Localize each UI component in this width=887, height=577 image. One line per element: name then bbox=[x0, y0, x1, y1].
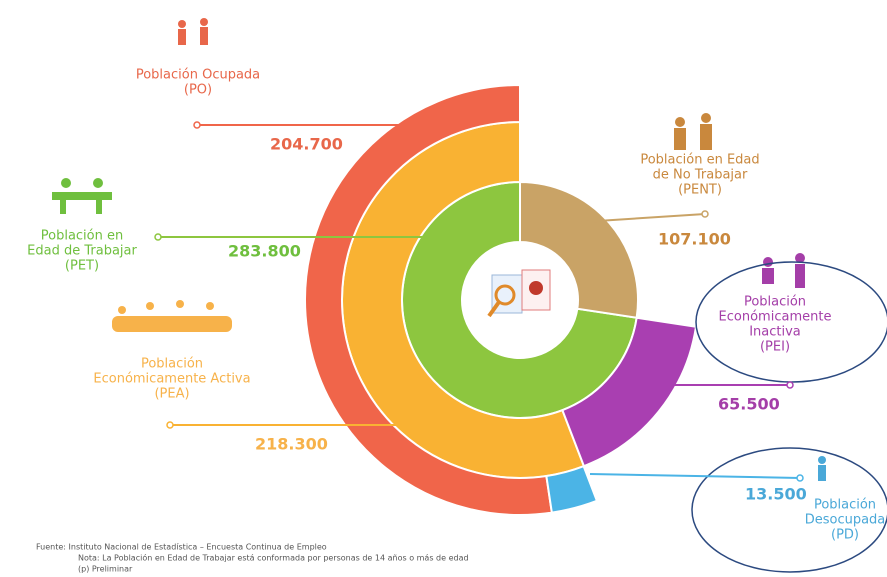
leader-dot bbox=[701, 210, 709, 218]
segment-name: Población bbox=[814, 498, 876, 513]
value-label: 283.800 bbox=[228, 242, 301, 261]
center-icon bbox=[487, 269, 551, 318]
segment-name: Económicamente bbox=[719, 310, 832, 325]
source: Fuente: Instituto Nacional de Estadístic… bbox=[36, 543, 327, 552]
segment-name: Población Ocupada bbox=[136, 68, 260, 83]
leader-line bbox=[581, 213, 706, 223]
value-label: 218.300 bbox=[255, 435, 328, 454]
segment-name: Inactiva bbox=[749, 325, 801, 340]
segment-name: (PEA) bbox=[154, 387, 189, 402]
value-label: 13.500 bbox=[745, 485, 807, 504]
note: (p) Preliminar bbox=[78, 565, 133, 574]
leader-dot bbox=[166, 421, 174, 429]
segment-name: Población en bbox=[41, 229, 123, 244]
leader-dot bbox=[193, 121, 201, 129]
value-label: 107.100 bbox=[658, 230, 731, 249]
value-label: 65.500 bbox=[718, 395, 780, 414]
segment-name: Económicamente Activa bbox=[93, 372, 250, 387]
value-label: 204.700 bbox=[270, 135, 343, 154]
leader-dot bbox=[786, 381, 794, 389]
segment-name: (PO) bbox=[184, 83, 212, 98]
segment-name: Edad de Trabajar bbox=[27, 244, 137, 259]
note: Nota: La Población en Edad de Trabajar e… bbox=[78, 553, 469, 563]
segment-name: de No Trabajar bbox=[653, 168, 748, 183]
highlight-circle bbox=[691, 447, 887, 573]
rings bbox=[304, 83, 698, 516]
icons bbox=[52, 18, 826, 481]
segment-name: (PEI) bbox=[760, 340, 790, 355]
ring-segment bbox=[519, 180, 639, 319]
segment-name: (PD) bbox=[831, 528, 859, 543]
ring-segment bbox=[304, 83, 553, 516]
segment-name: (PENT) bbox=[678, 183, 722, 198]
segment-name: Población bbox=[141, 357, 203, 372]
ring-segment bbox=[545, 464, 599, 514]
leader-line bbox=[589, 473, 801, 479]
segment-name: Población en Edad bbox=[640, 153, 759, 168]
segment-name: (PET) bbox=[65, 259, 99, 274]
leader-dot bbox=[154, 233, 162, 241]
leader-dot bbox=[796, 474, 804, 482]
segment-name: Desocupada bbox=[805, 513, 886, 528]
segment-name: Población bbox=[744, 295, 806, 310]
